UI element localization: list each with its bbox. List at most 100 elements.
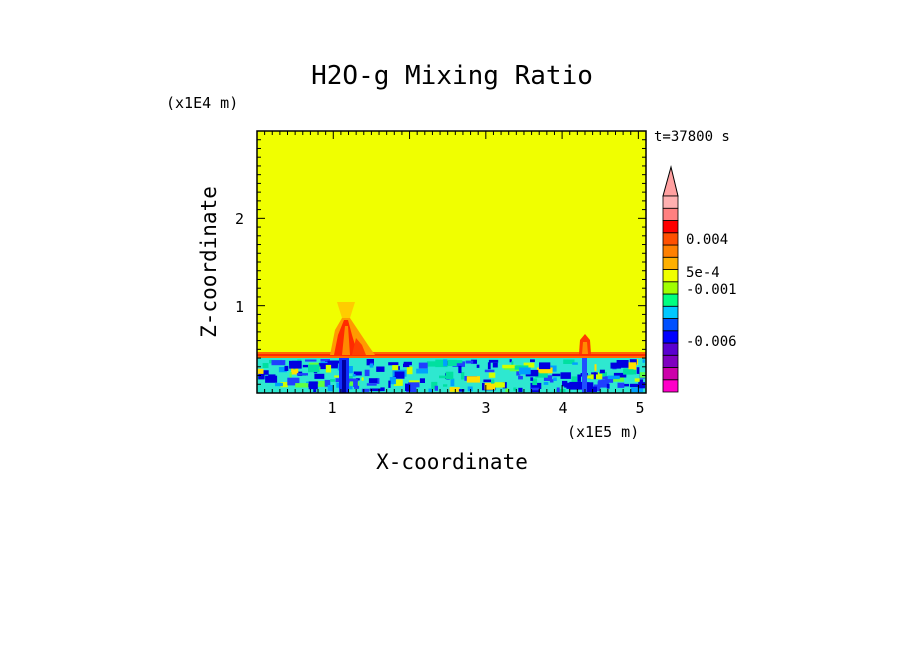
x-tick-label: 4 [558, 399, 567, 417]
surface-texture-patch [366, 383, 377, 386]
surface-texture-patch [313, 389, 317, 392]
colorbar-cell [662, 354, 679, 368]
surface-texture-patch [405, 383, 411, 391]
surface-texture-patch [471, 359, 477, 364]
surface-texture-patch [556, 387, 560, 392]
surface-texture-patch [406, 366, 413, 375]
surface-texture-patch [525, 369, 539, 377]
surface-texture-patch [258, 373, 265, 380]
surface-texture-patch [623, 369, 634, 375]
surface-texture-patch [622, 383, 629, 387]
surface-texture-patch [513, 387, 517, 391]
surface-texture-patch [536, 367, 551, 373]
surface-texture-patch [428, 388, 433, 392]
surface-texture-patch [610, 362, 621, 369]
surface-texture-patch [599, 369, 605, 374]
y-unit-label: (x1E4 m) [166, 94, 238, 112]
y-tick-label: 1 [235, 298, 244, 316]
y-axis: 1 2 Z-coordinate [197, 186, 244, 338]
surface-texture-patch [445, 371, 454, 380]
surface-texture-patch [426, 361, 441, 367]
surface-texture-patch [408, 382, 420, 388]
surface-texture-patch [327, 385, 334, 392]
colorbar-extend-arrow [662, 165, 679, 197]
colorbar-cell [662, 342, 679, 356]
surface-texture-patch [259, 370, 269, 375]
surface-texture-patch [318, 363, 331, 370]
surface-texture-patch [458, 389, 465, 392]
surface-texture-patch [393, 379, 403, 386]
surface-texture-patch [642, 359, 645, 363]
surface-texture-patch [450, 378, 455, 387]
surface-texture-patch [295, 383, 309, 388]
surface-texture-patch [604, 376, 614, 383]
colorbar-cell [662, 318, 679, 332]
surface-texture-patch [543, 382, 549, 385]
surface-texture-patch [593, 384, 601, 392]
surface-texture-patch [406, 387, 417, 392]
surface-texture-patch [634, 378, 640, 382]
surface-texture-patch [530, 359, 535, 363]
surface-texture-patch [487, 362, 491, 370]
surface-texture-patch [585, 386, 597, 392]
surface-texture-patch [380, 387, 385, 392]
x-tick-label: 1 [327, 399, 336, 417]
plume-east-stem [582, 358, 587, 393]
surface-texture-patch [591, 372, 598, 375]
surface-texture-patch [416, 368, 428, 374]
surface-texture-patch [409, 384, 414, 389]
surface-texture-patch [594, 364, 597, 372]
plot-area [256, 130, 647, 394]
surface-texture-patch [388, 380, 391, 388]
surface-texture-patch [552, 373, 561, 377]
surface-texture-patch [287, 377, 300, 386]
surface-texture-patch [530, 388, 540, 392]
surface-texture-patch [271, 360, 286, 366]
surface-texture-patch [335, 378, 339, 383]
surface-texture-patch [564, 381, 567, 388]
x-tick-label: 2 [404, 399, 413, 417]
surface-texture-patch [434, 385, 438, 391]
surface-texture-patch [449, 387, 460, 392]
surface-texture-patch [488, 359, 499, 363]
surface-texture-patch [535, 371, 548, 378]
surface-texture-patch [308, 381, 318, 390]
surface-texture-patch [289, 360, 302, 369]
colorbar-cell [662, 244, 679, 258]
colorbar-cell [662, 256, 679, 270]
surface-texture-patch [431, 381, 438, 390]
surface-texture-patch [620, 363, 626, 367]
surface-texture-patch [484, 382, 496, 390]
surface-texture-patch [327, 360, 341, 364]
surface-texture-patch [563, 359, 575, 364]
y-axis-label: Z-coordinate [197, 186, 221, 338]
plume-west-core [342, 326, 350, 355]
surface-texture-patch [476, 364, 480, 368]
surface-texture-patch [519, 367, 531, 375]
surface-texture-patch [466, 376, 480, 383]
time-label: t=37800 s [654, 129, 730, 145]
surface-texture-patch [491, 379, 495, 384]
surface-texture-patch [587, 375, 596, 379]
surface-texture-patch [569, 381, 583, 390]
x-unit-label: (x1E5 m) [567, 423, 639, 441]
surface-texture-patch [368, 378, 378, 384]
surface-texture-patch [530, 382, 542, 389]
surface-texture-patch [606, 383, 610, 389]
surface-texture-patch [366, 359, 374, 366]
surface-texture-patch [308, 364, 320, 373]
surface-texture-patch [392, 365, 399, 371]
colorbar-label: -0.001 [686, 282, 737, 298]
surface-texture-patch [452, 361, 465, 367]
surface-texture-patch [629, 359, 637, 365]
colorbar-cell [662, 305, 679, 319]
surface-texture-patch [305, 359, 317, 362]
surface-texture-patch [593, 372, 596, 380]
surface-texture-patch [530, 377, 534, 381]
surface-texture-patch [523, 362, 535, 368]
surface-texture-patch [550, 365, 557, 372]
surface-texture-patch [518, 375, 523, 380]
surface-texture-patch [330, 379, 336, 382]
colorbar-cell [662, 367, 679, 381]
surface-texture-patch [353, 371, 362, 376]
